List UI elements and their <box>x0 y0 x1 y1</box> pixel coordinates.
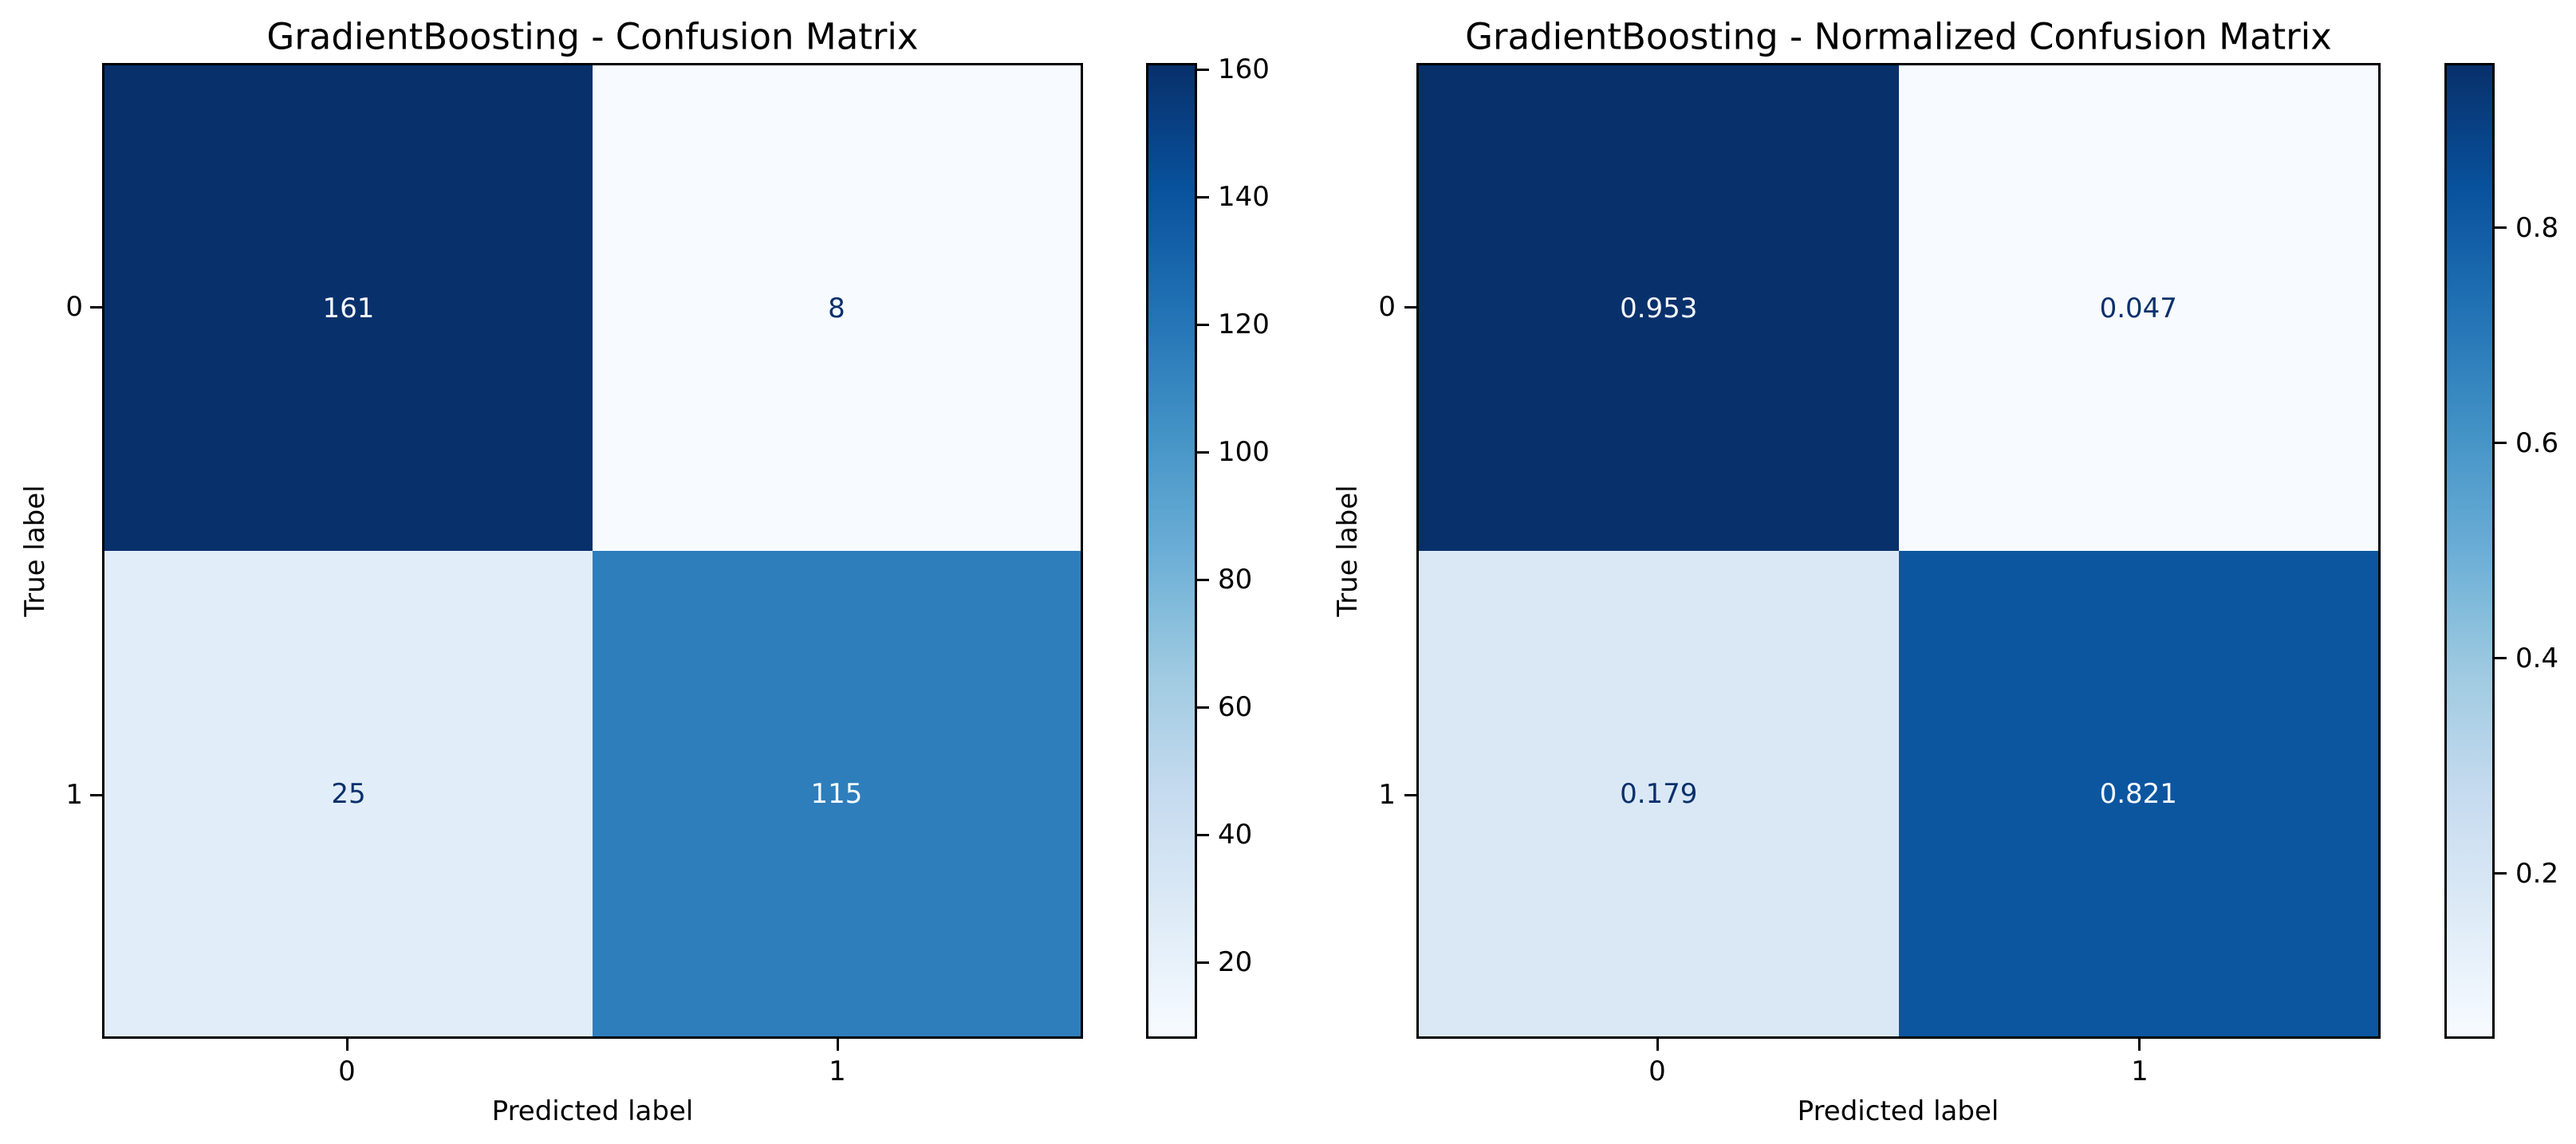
cell-value: 115 <box>810 777 863 810</box>
colorbar-tick-label: 0.6 <box>2515 427 2559 459</box>
colorbar-tick-mark <box>1197 579 1209 581</box>
cell-value: 0.179 <box>1620 777 1698 810</box>
colorbar-tick-label: 140 <box>1218 181 1270 213</box>
y-tick-label: 0 <box>1378 291 1396 323</box>
y-tick-mark <box>90 794 102 796</box>
colorbar-tick-mark <box>2495 657 2507 659</box>
x-axis-label: Predicted label <box>1797 1095 1999 1127</box>
colorbar-tick-mark <box>1197 69 1209 71</box>
y-tick-mark <box>1404 794 1416 796</box>
matrix-cell: 8 <box>593 65 1081 551</box>
colorbar-tick-label: 120 <box>1218 309 1270 340</box>
colorbar-tick-mark <box>1197 834 1209 836</box>
colorbar-tick-label: 100 <box>1218 436 1270 468</box>
matrix-cell: 25 <box>104 551 593 1036</box>
colorbar-tick-mark <box>1197 961 1209 964</box>
matrix-cell: 0.953 <box>1419 65 1899 551</box>
x-tick-mark <box>837 1039 839 1051</box>
y-tick-mark <box>1404 306 1416 309</box>
x-tick-label: 0 <box>1648 1056 1666 1087</box>
colorbar-tick-mark <box>1197 451 1209 454</box>
colorbar-tick-mark <box>1197 706 1209 709</box>
cell-value: 0.953 <box>1620 292 1698 324</box>
y-tick-label: 0 <box>65 291 83 323</box>
x-tick-mark <box>2138 1039 2141 1051</box>
colorbar <box>1146 63 1197 1039</box>
colorbar-tick-label: 0.2 <box>2515 858 2559 890</box>
colorbar-tick-label: 0.4 <box>2515 643 2559 674</box>
colorbar-tick-label: 20 <box>1218 946 1253 978</box>
cell-value: 25 <box>331 777 366 810</box>
cell-value: 0.047 <box>2099 292 2177 324</box>
x-tick-label: 1 <box>2131 1056 2149 1087</box>
chart-title-confusion-matrix: GradientBoosting - Confusion Matrix <box>266 15 919 58</box>
matrix-cell: 0.821 <box>1898 551 2378 1036</box>
y-tick-mark <box>90 306 102 309</box>
colorbar-tick-mark <box>1197 324 1209 326</box>
colorbar-tick-label: 60 <box>1218 691 1253 723</box>
x-tick-label: 1 <box>829 1056 846 1087</box>
y-tick-label: 1 <box>1378 779 1396 811</box>
matrix-cell: 0.047 <box>1898 65 2378 551</box>
colorbar-tick-mark <box>2495 872 2507 875</box>
colorbar-tick-label: 160 <box>1218 53 1270 85</box>
x-tick-mark <box>346 1039 349 1051</box>
colorbar-tick-label: 80 <box>1218 564 1253 596</box>
matrix-cell: 161 <box>104 65 593 551</box>
x-tick-mark <box>1656 1039 1659 1051</box>
colorbar-tick-label: 40 <box>1218 819 1253 851</box>
chart-title-normalized-confusion-matrix: GradientBoosting - Normalized Confusion … <box>1465 15 2332 58</box>
x-tick-label: 0 <box>338 1056 356 1087</box>
y-tick-label: 1 <box>65 779 83 811</box>
matrix-cell: 0.179 <box>1419 551 1899 1036</box>
plot-area-normalized-confusion-matrix: 0.953 0.047 0.179 0.821 <box>1416 63 2381 1039</box>
cell-value: 161 <box>322 292 375 324</box>
y-axis-label: True label <box>1332 485 1364 617</box>
cell-value: 0.821 <box>2099 777 2177 810</box>
matrix-cell: 115 <box>593 551 1081 1036</box>
colorbar-tick-mark <box>2495 226 2507 229</box>
x-axis-label: Predicted label <box>491 1095 694 1127</box>
colorbar-tick-mark <box>1197 196 1209 199</box>
plot-area-confusion-matrix: 161 8 25 115 <box>102 63 1083 1039</box>
colorbar <box>2444 63 2495 1039</box>
cell-value: 8 <box>828 292 845 324</box>
colorbar-tick-mark <box>2495 442 2507 444</box>
y-axis-label: True label <box>19 485 51 617</box>
colorbar-tick-label: 0.8 <box>2515 212 2559 244</box>
